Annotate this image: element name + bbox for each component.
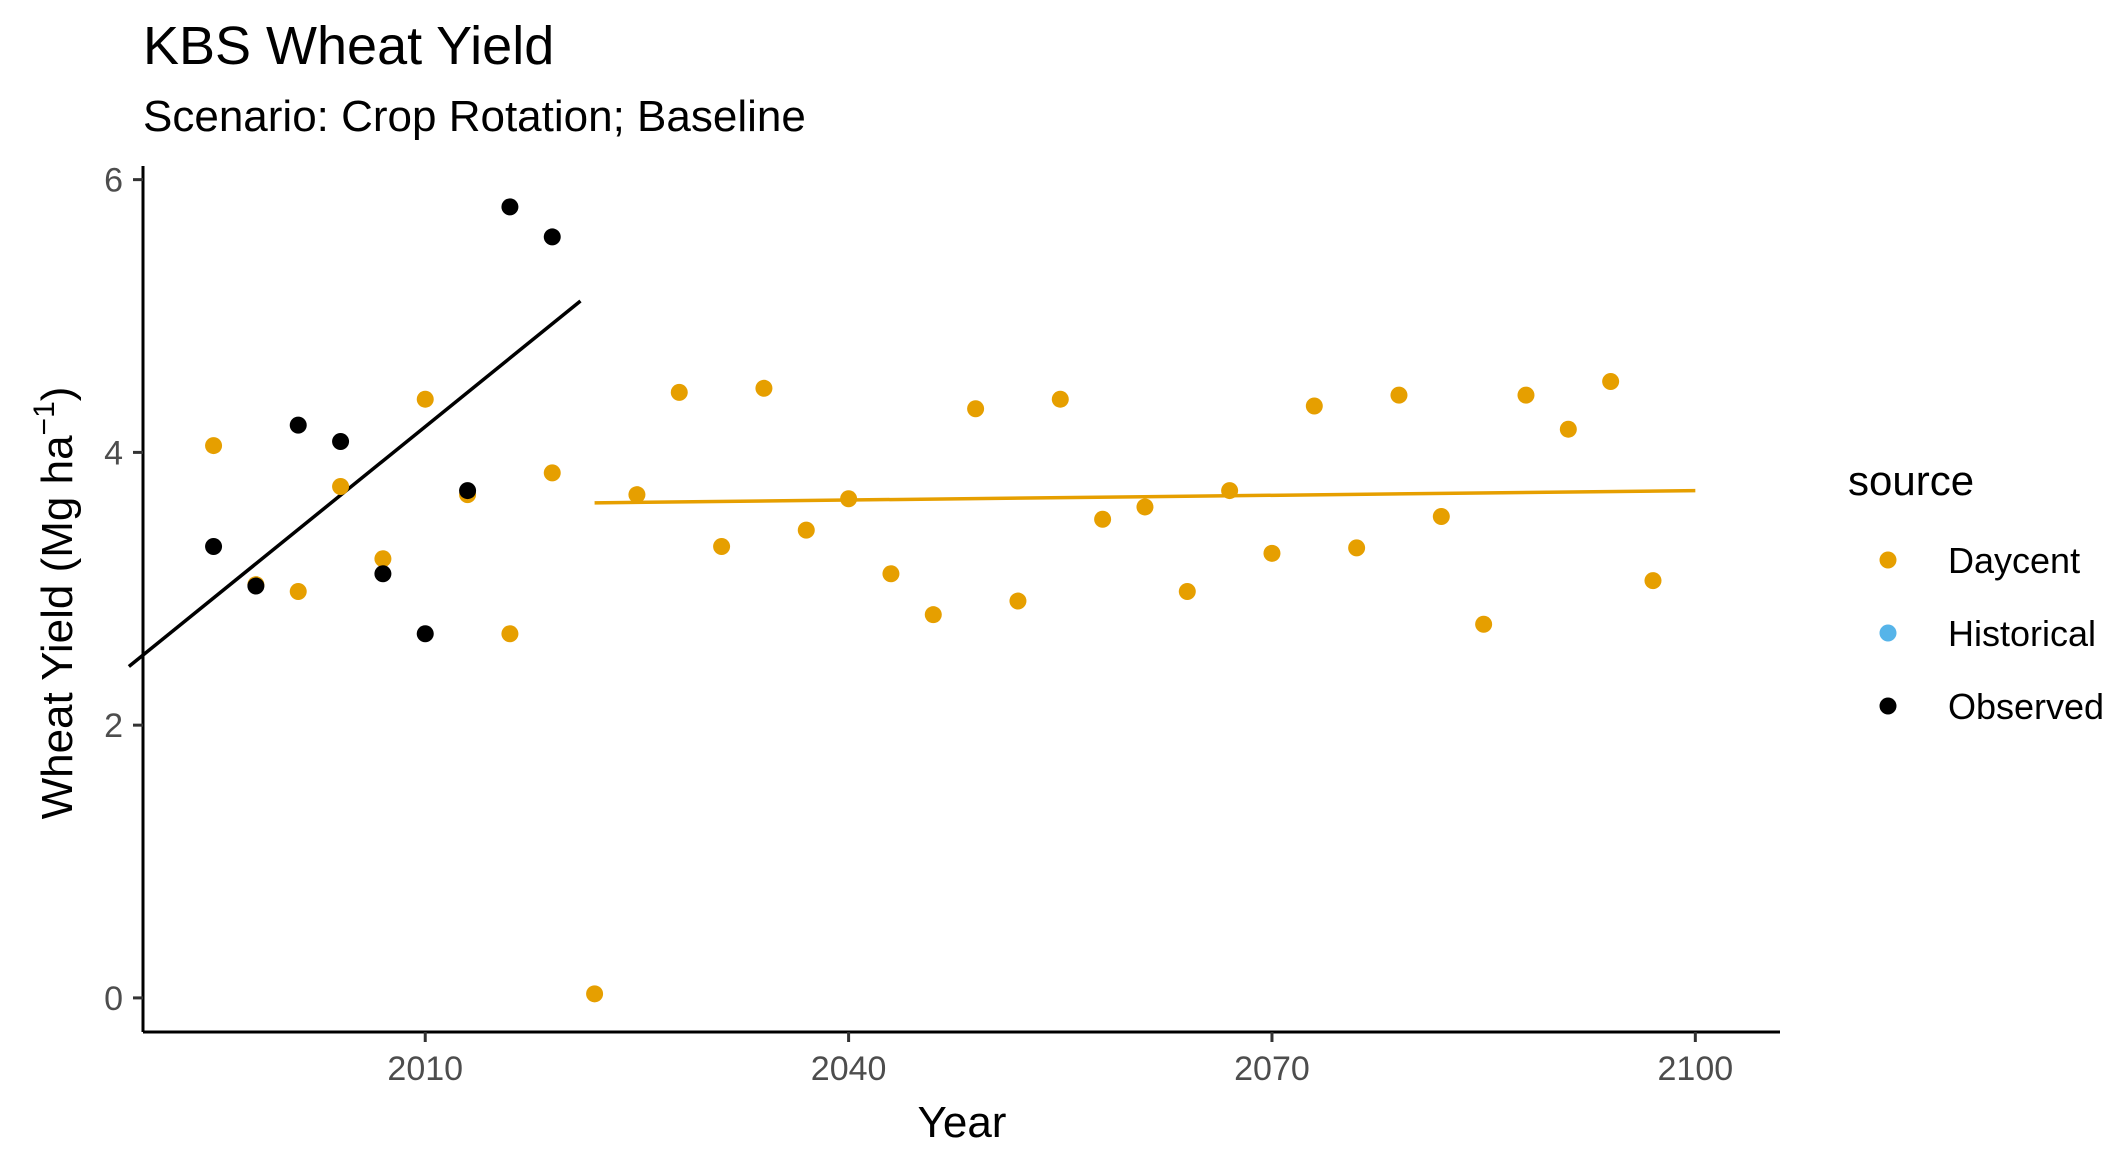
daycent-trend-line (594, 488, 1696, 505)
observed-point (416, 625, 434, 643)
daycent-point (797, 521, 815, 539)
legend-label-observed: Observed (1948, 686, 2104, 727)
legend-label-historical: Historical (1948, 613, 2096, 654)
daycent-point (1305, 397, 1323, 415)
daycent-point (840, 490, 858, 508)
daycent-point (1602, 372, 1620, 390)
daycent-point (1348, 539, 1366, 557)
daycent-point (1432, 507, 1450, 525)
x-tick-label: 2070 (1234, 1050, 1310, 1088)
daycent-point (755, 379, 773, 397)
plot-area (127, 198, 1696, 1003)
daycent-point (1263, 544, 1281, 562)
legend: source Daycent Historical Observed (1848, 457, 2104, 727)
daycent-point (1475, 615, 1493, 633)
daycent-point (713, 537, 731, 555)
daycent-point (967, 400, 985, 418)
x-tick-label: 2010 (387, 1050, 463, 1088)
daycent-point (1221, 482, 1239, 500)
daycent-point (670, 383, 688, 401)
y-axis-ticks: 0 2 4 6 (104, 162, 143, 1018)
x-tick-label: 2100 (1658, 1050, 1734, 1088)
daycent-point (543, 464, 561, 482)
daycent-point (416, 390, 434, 408)
observed-point (289, 416, 307, 434)
legend-label-daycent: Daycent (1948, 540, 2080, 581)
y-tick-label: 2 (104, 707, 123, 745)
daycent-point (374, 550, 392, 568)
observed-point (374, 565, 392, 583)
y-tick-label: 0 (104, 980, 123, 1018)
legend-key-daycent (1879, 551, 1897, 569)
daycent-point (1051, 390, 1069, 408)
daycent-point (205, 437, 223, 455)
y-axis-title: Wheat Yield (Mg ha−1) (28, 387, 82, 820)
observed-point (501, 198, 519, 216)
daycent-point (501, 625, 519, 643)
daycent-point (1178, 582, 1196, 600)
x-tick-label: 2040 (811, 1050, 887, 1088)
observed-point (543, 228, 561, 246)
legend-key-historical (1879, 624, 1897, 642)
legend-title: source (1848, 457, 1974, 504)
y-tick-label: 4 (104, 434, 123, 472)
y-axis-title-close: ) (33, 387, 82, 402)
observed-trend-line (127, 299, 582, 668)
y-axis-title-main: Wheat Yield (Mg ha (33, 435, 82, 819)
daycent-point (586, 985, 604, 1003)
daycent-point (924, 606, 942, 624)
observed-point (205, 537, 223, 555)
daycent-point (1644, 572, 1662, 590)
chart-title: KBS Wheat Yield (143, 16, 554, 76)
observed-point (332, 432, 350, 450)
x-axis-ticks: 2010 2040 2070 2100 (387, 1032, 1733, 1088)
legend-items: Daycent Historical Observed (1879, 540, 2104, 727)
observed-point (247, 577, 265, 595)
chart-subtitle: Scenario: Crop Rotation; Baseline (143, 92, 806, 141)
daycent-point (289, 582, 307, 600)
daycent-point (882, 565, 900, 583)
daycent-point (1559, 420, 1577, 438)
daycent-point (332, 477, 350, 495)
y-axis-title-superscript: −1 (28, 401, 61, 435)
y-tick-label: 6 (104, 162, 123, 200)
daycent-point (628, 486, 646, 504)
daycent-point (1094, 510, 1112, 528)
daycent-point (1517, 386, 1535, 404)
daycent-point (1390, 386, 1408, 404)
daycent-point (1136, 498, 1154, 516)
legend-key-observed (1879, 697, 1897, 715)
x-axis-title: Year (918, 1098, 1007, 1147)
daycent-point (1009, 592, 1027, 610)
observed-point (459, 482, 477, 500)
